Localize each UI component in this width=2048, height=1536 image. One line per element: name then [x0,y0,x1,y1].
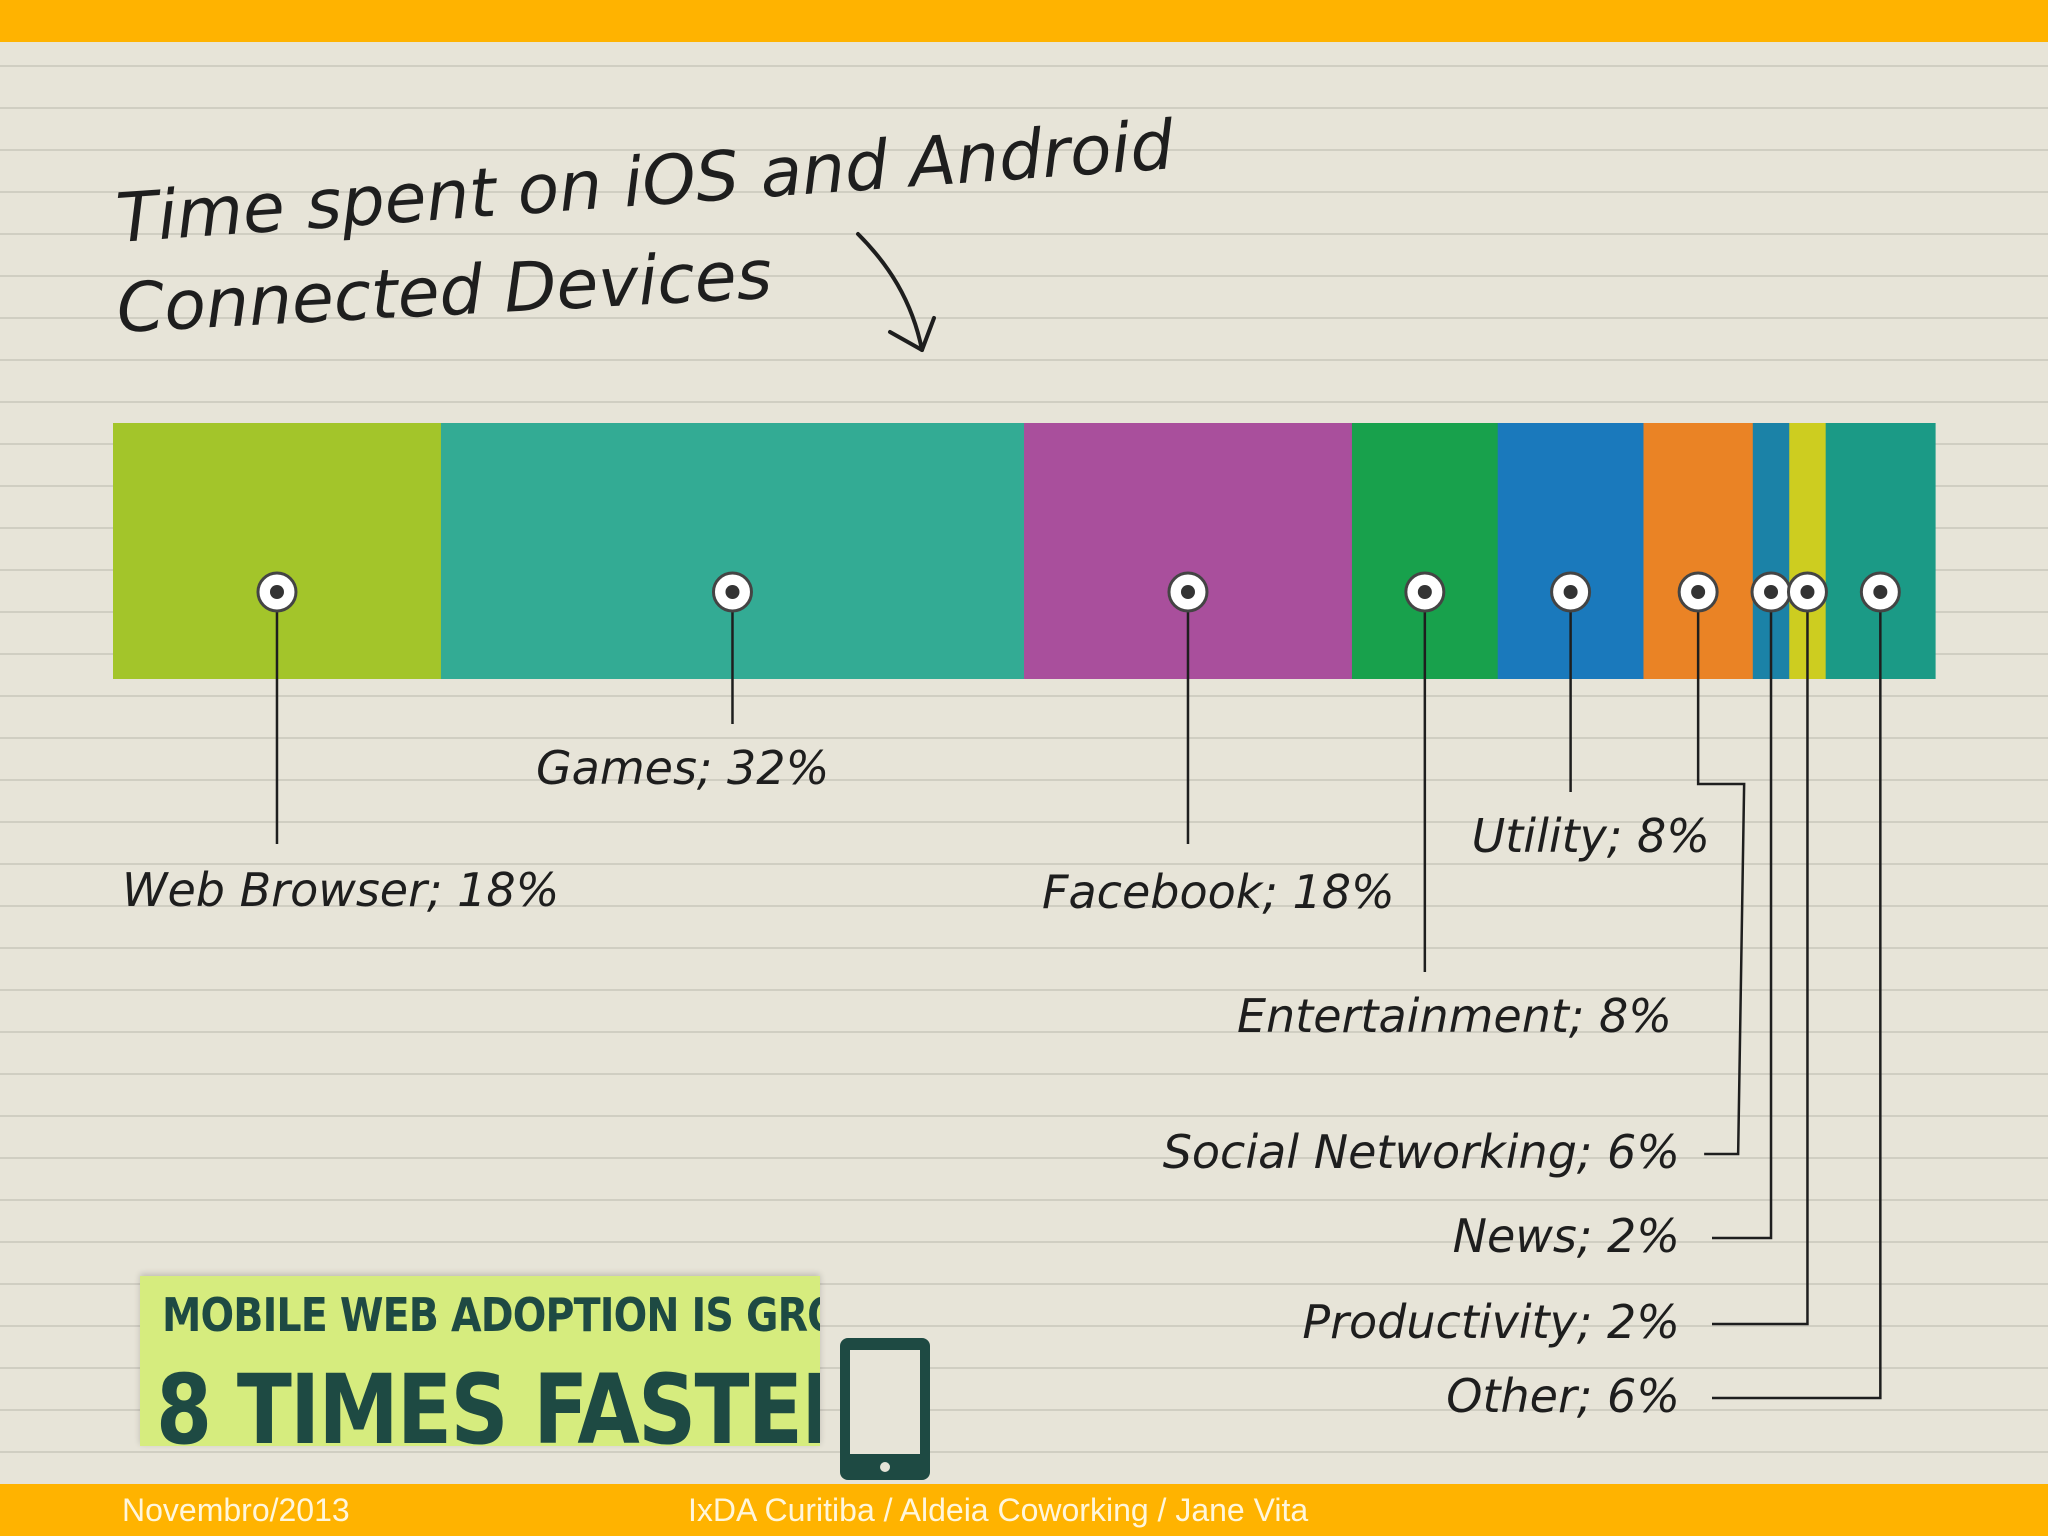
mobile-phone-icon [840,1338,930,1480]
marker-pin-dot-productivity [1800,585,1815,599]
chart-title-line-1: Time spent on iOS and Android [114,106,1177,259]
segment-label-utility: Utility; 8% [1472,809,1710,863]
segment-label-facebook: Facebook; 18% [1042,865,1395,919]
footer-date: Novembro/2013 [122,1492,350,1528]
marker-pin-dot-utility [1563,585,1578,599]
hand-drawn-arrow-icon [856,232,924,352]
banner-big-text: 8 TIMES FASTER [156,1354,820,1446]
marker-pin-dot-entertainment [1417,585,1432,599]
footer-credits: IxDA Curitiba / Aldeia Coworking / Jane … [688,1492,1309,1528]
leader-line-productivity [1712,592,1809,1326]
infographic-chart: Time spent on iOS and Android Connected … [0,65,2048,1453]
segment-label-games: Games; 32% [536,741,829,795]
slide-footer: Novembro/2013 IxDA Curitiba / Aldeia Cow… [0,1484,2048,1536]
segment-label-web-browser: Web Browser; 18% [122,863,559,917]
promo-banner: MOBILE WEB ADOPTION IS GROWING 8 TIMES F… [140,1276,820,1446]
segment-label-entertainment: Entertainment; 8% [1237,989,1672,1043]
marker-pin-dot-facebook [1180,585,1195,599]
segment-markers [256,571,1901,613]
segment-labels: Web Browser; 18% Games; 32% Facebook; 18% E… [122,741,1710,1423]
chart-title-line-2: Connected Devices [115,236,774,349]
leader-lines [275,592,1882,1400]
arrow-head [888,316,936,352]
segment-label-social-networking: Social Networking; 6% [1163,1125,1680,1179]
leader-line-social-networking [1696,592,1746,1156]
segment-label-news: News; 2% [1453,1209,1680,1263]
leader-line-other [1712,592,1882,1400]
marker-pin-dot-web-browser [269,585,284,599]
marker-pin-dot-news [1764,585,1779,599]
stacked-bar [113,423,1936,679]
leader-line-news [1712,592,1773,1240]
marker-pin-dot-other [1873,585,1888,599]
marker-pin-dot-social-networking [1691,585,1706,599]
marker-pin-dot-games [725,585,740,599]
segment-label-other: Other; 6% [1446,1369,1680,1423]
banner-headline: MOBILE WEB ADOPTION IS GROWING [162,1288,820,1342]
segment-label-productivity: Productivity; 2% [1302,1295,1680,1349]
notebook-paper-background: Time spent on iOS and Android Connected … [0,42,2048,1484]
